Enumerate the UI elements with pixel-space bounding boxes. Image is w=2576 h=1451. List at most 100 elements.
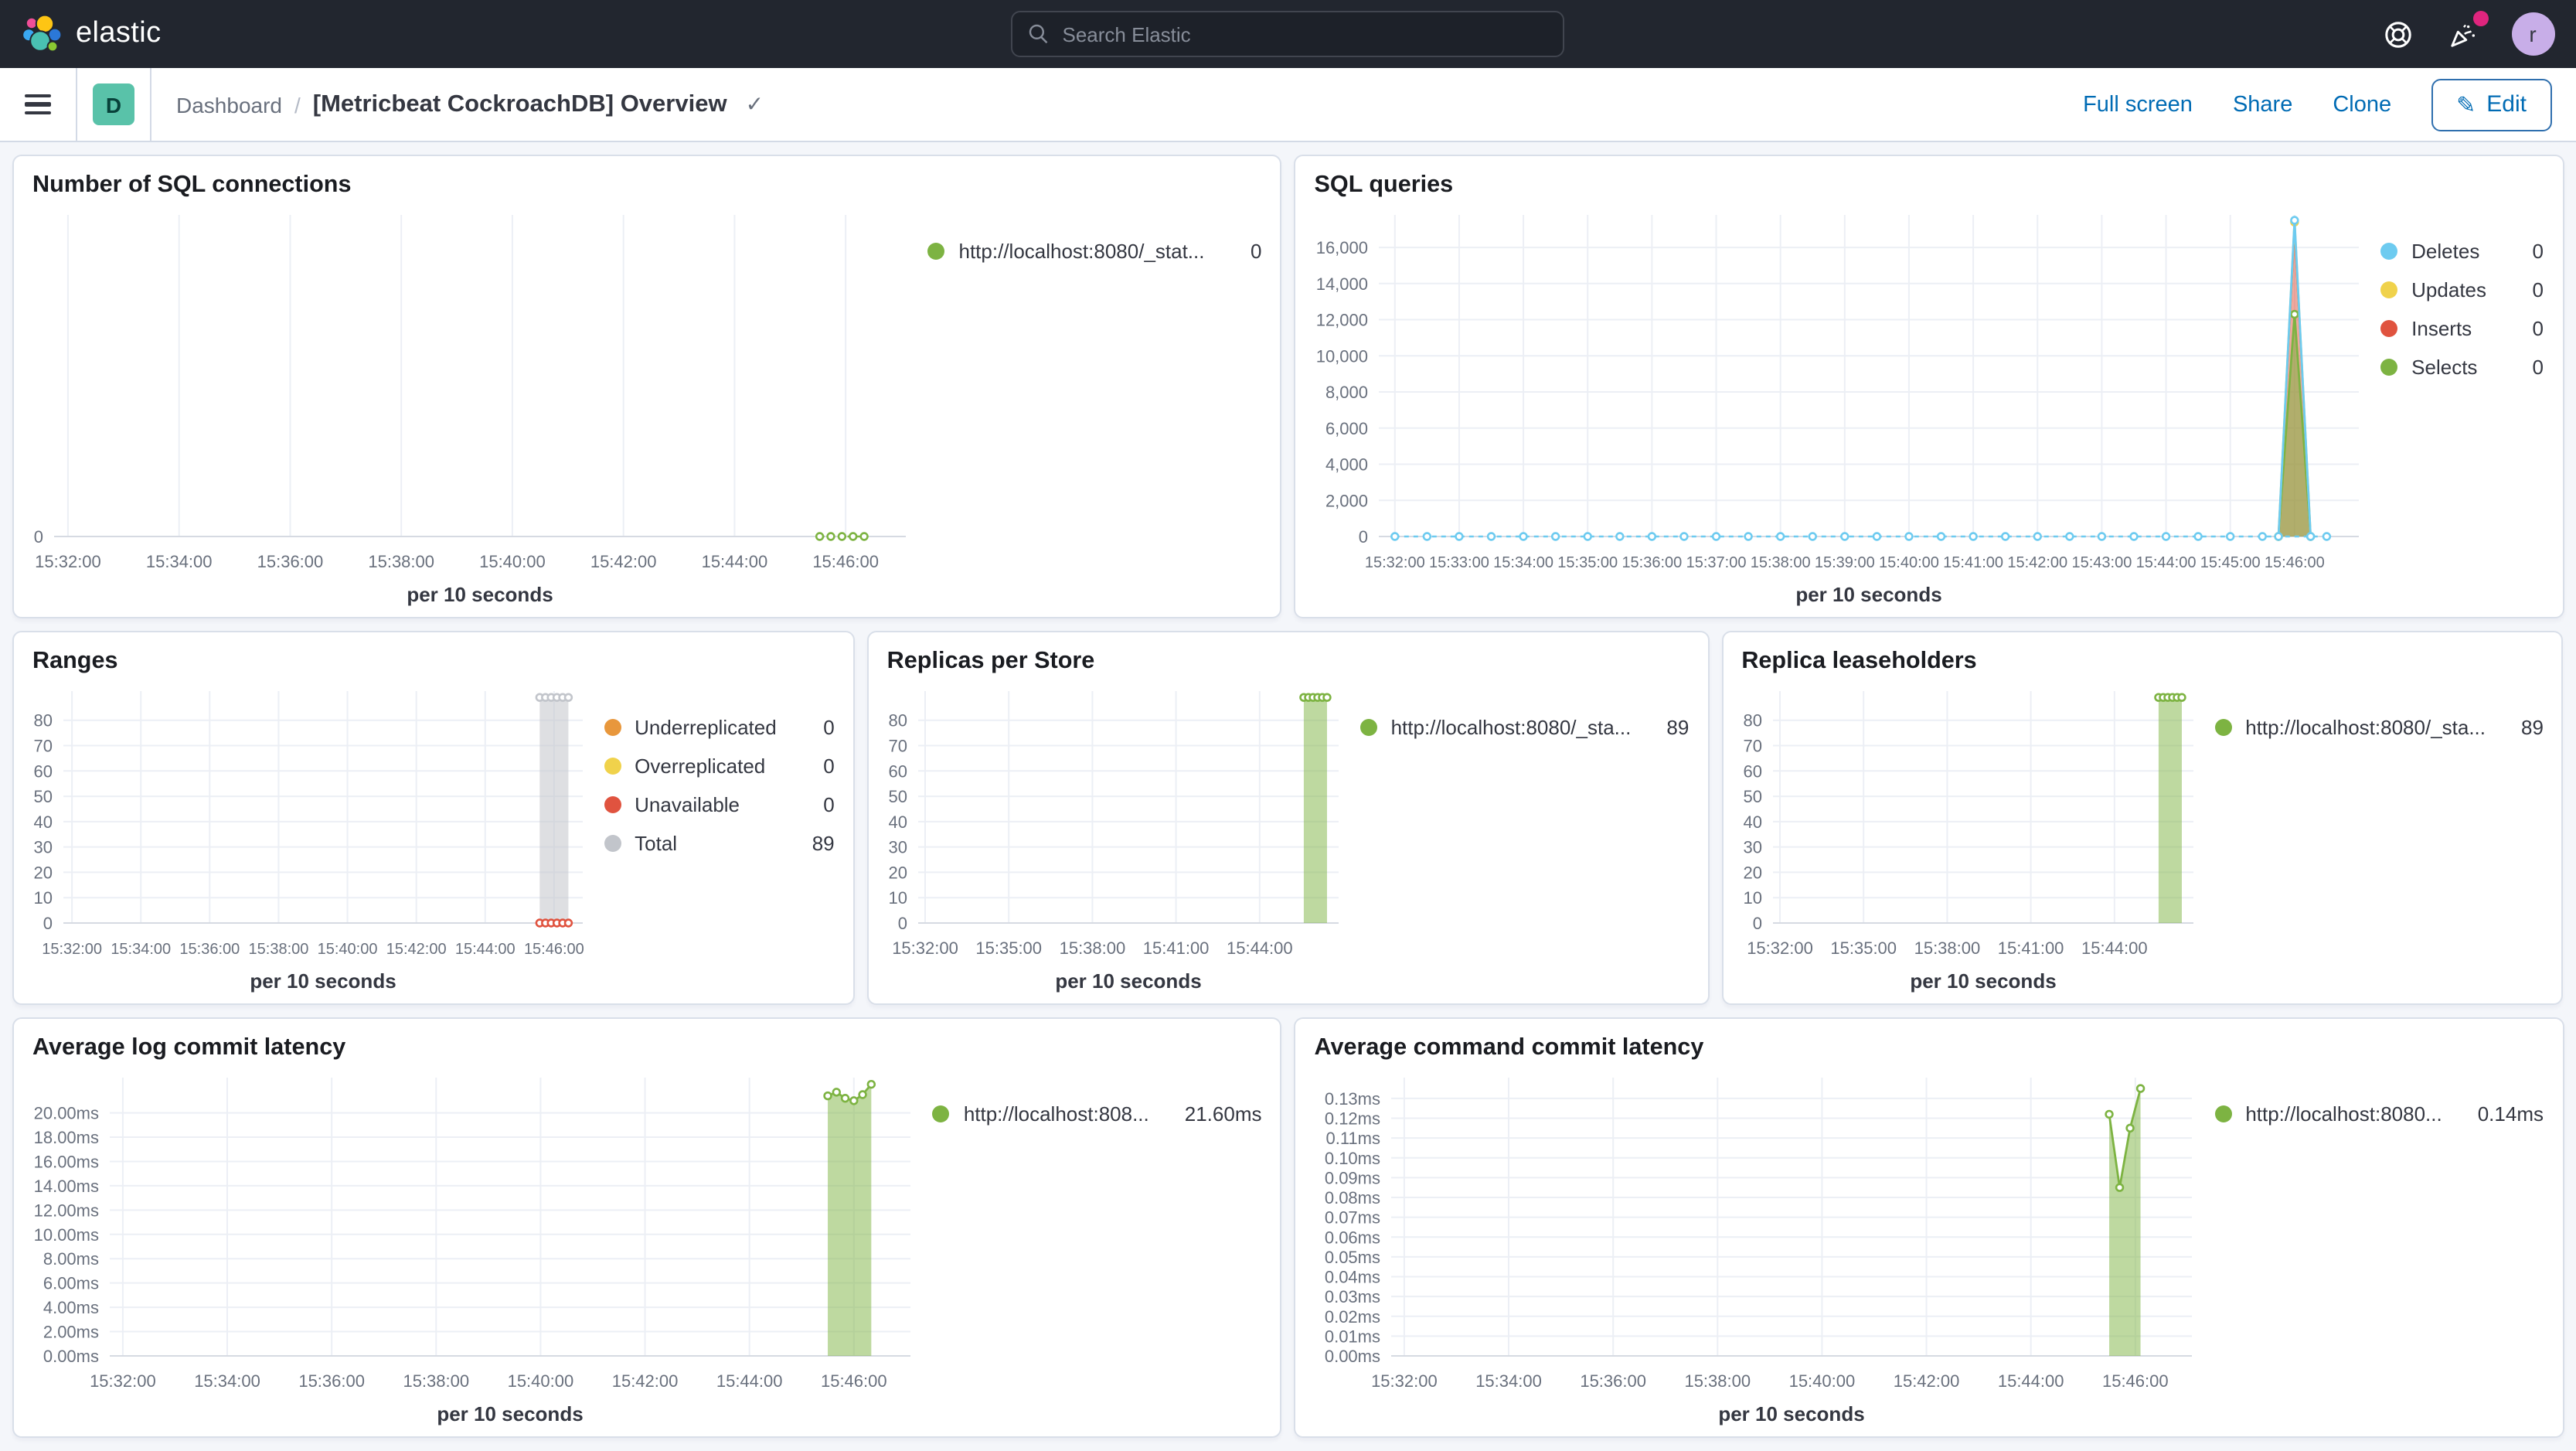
svg-text:15:34:00: 15:34:00 <box>1494 554 1554 571</box>
party-popper-icon <box>2451 23 2476 46</box>
svg-text:15:44:00: 15:44:00 <box>1227 938 1293 958</box>
svg-text:80: 80 <box>34 711 53 731</box>
svg-text:15:36:00: 15:36:00 <box>1581 1371 1647 1391</box>
svg-text:15:46:00: 15:46:00 <box>821 1371 887 1391</box>
panel-replicas-per-store: Replicas per Store 0 10 20 30 40 50 60 70 80 15:3… <box>866 631 1710 1005</box>
help-button[interactable] <box>2381 17 2415 51</box>
svg-text:15:42:00: 15:42:00 <box>1894 1371 1960 1391</box>
share-button[interactable]: Share <box>2232 92 2293 117</box>
svg-text:2.00ms: 2.00ms <box>43 1323 99 1342</box>
svg-text:16,000: 16,000 <box>1316 238 1368 257</box>
panel-title[interactable]: SQL queries <box>1314 172 1454 198</box>
legend-label[interactable]: Selects <box>2411 356 2478 379</box>
chart-log-commit-latency[interactable]: 0.00ms 2.00ms 4.00ms 6.00ms 8.00ms 10.00ms 12.… <box>14 1062 927 1436</box>
chart-command-commit-latency[interactable]: 0.00ms 0.01ms 0.02ms 0.03ms 0.04ms 0.05ms 0.06… <box>1296 1062 2209 1436</box>
legend-value: 0 <box>823 716 835 739</box>
svg-text:15:44:00: 15:44:00 <box>702 552 768 571</box>
svg-text:15:44:00: 15:44:00 <box>1998 1371 2064 1391</box>
svg-text:15:32:00: 15:32:00 <box>42 941 102 958</box>
svg-text:10: 10 <box>888 888 907 908</box>
saved-check-icon: ✓ <box>745 91 764 116</box>
panel-title[interactable]: Average command commit latency <box>1314 1034 1704 1061</box>
global-search[interactable] <box>1011 11 1565 57</box>
legend-dot <box>927 243 945 260</box>
news-feed-button[interactable] <box>2446 11 2488 51</box>
panel-body: 0 10 20 30 40 50 60 70 80 15:32:00 15:35:00 15:38:0… <box>869 676 1708 1003</box>
legend-label[interactable]: Overreplicated <box>635 754 766 778</box>
legend-label[interactable]: Deletes <box>2411 240 2480 263</box>
panel-body: 0.00ms 0.01ms 0.02ms 0.03ms 0.04ms 0.05ms 0.06… <box>1296 1062 2563 1436</box>
legend-label[interactable]: http://localhost:8080/_stat... <box>958 240 1205 263</box>
svg-text:18.00ms: 18.00ms <box>34 1128 99 1147</box>
svg-text:80: 80 <box>1743 711 1761 731</box>
svg-text:4,000: 4,000 <box>1325 455 1368 475</box>
elastic-logo-brand[interactable]: elastic <box>22 14 162 54</box>
menu-hamburger-button[interactable] <box>0 67 76 141</box>
panel-title[interactable]: Ranges <box>32 648 118 674</box>
edit-button[interactable]: ✎ Edit <box>2431 78 2551 131</box>
panel-title[interactable]: Average log commit latency <box>32 1034 346 1061</box>
clone-button[interactable]: Clone <box>2333 92 2392 117</box>
svg-text:50: 50 <box>1743 787 1761 806</box>
legend-dot <box>2214 1105 2232 1122</box>
chart-legend: http://localhost:8080/_sta... 89 <box>1354 676 1708 1003</box>
panel-title[interactable]: Replicas per Store <box>886 648 1095 674</box>
legend-label[interactable]: http://localhost:8080/_sta... <box>1390 716 1632 739</box>
svg-text:15:34:00: 15:34:00 <box>194 1371 260 1391</box>
svg-text:80: 80 <box>888 711 907 731</box>
full-screen-button[interactable]: Full screen <box>2083 92 2193 117</box>
svg-text:12.00ms: 12.00ms <box>34 1201 99 1220</box>
legend-label[interactable]: Underreplicated <box>635 716 777 739</box>
svg-text:15:34:00: 15:34:00 <box>111 941 171 958</box>
panel-title[interactable]: Replica leaseholders <box>1741 648 1977 674</box>
panel-body: 0 10 20 30 40 50 60 70 80 15:32:00 15:34:00 15:36:0… <box>14 676 853 1003</box>
legend-label[interactable]: Unavailable <box>635 793 740 816</box>
svg-text:15:36:00: 15:36:00 <box>179 941 240 958</box>
svg-text:0.07ms: 0.07ms <box>1325 1208 1380 1228</box>
chart-sql-connections[interactable]: 0 15:32:00 15:34:00 15:36:00 15:38:00 15:40:0… <box>14 199 922 617</box>
search-icon <box>1029 24 1048 44</box>
legend-value: 0.14ms <box>2477 1102 2544 1126</box>
legend-label[interactable]: Total <box>635 832 678 855</box>
legend-label[interactable]: http://localhost:808... <box>963 1102 1149 1126</box>
chart-legend: http://localhost:8080/_sta... 89 <box>2208 676 2562 1003</box>
svg-text:15:32:00: 15:32:00 <box>1747 938 1813 958</box>
search-input[interactable] <box>1062 22 1548 46</box>
user-avatar[interactable]: r <box>2511 12 2554 56</box>
svg-text:0.13ms: 0.13ms <box>1325 1089 1380 1109</box>
chart-legend: Deletes 0 Updates 0 Inserts 0 Selects 0 <box>2374 199 2562 617</box>
chart-replicas-per-store[interactable]: 0 10 20 30 40 50 60 70 80 15:32:00 15:35:00 15:38:0… <box>869 676 1354 1003</box>
breadcrumb-dashboard-link[interactable]: Dashboard <box>176 92 282 117</box>
svg-text:15:32:00: 15:32:00 <box>892 938 958 958</box>
svg-text:0.00ms: 0.00ms <box>1325 1347 1380 1366</box>
chart-ranges[interactable]: 0 10 20 30 40 50 60 70 80 15:32:00 15:34:00 15:36:0… <box>14 676 597 1003</box>
svg-text:14,000: 14,000 <box>1316 274 1368 294</box>
legend-label[interactable]: Inserts <box>2411 317 2472 340</box>
svg-text:0.06ms: 0.06ms <box>1325 1228 1380 1247</box>
legend-dot <box>2380 359 2398 376</box>
space-badge-wrap: D <box>77 83 150 125</box>
chart-sql-queries[interactable]: 0 2,000 4,000 6,000 8,000 10,000 12,000 14,000 1… <box>1296 199 2375 617</box>
svg-text:per 10 seconds: per 10 seconds <box>407 583 553 606</box>
svg-text:0: 0 <box>43 914 53 933</box>
dashboard-row-3: Average log commit latency 0.00ms 2.00ms 4… <box>12 1017 2564 1438</box>
svg-text:40: 40 <box>34 812 53 832</box>
legend-dot <box>604 796 621 813</box>
svg-text:15:46:00: 15:46:00 <box>2265 554 2325 571</box>
legend-label[interactable]: http://localhost:8080/_sta... <box>2245 716 2486 739</box>
svg-text:15:36:00: 15:36:00 <box>1622 554 1683 571</box>
dashboard-row-1: Number of SQL connections 0 15:32:00 15:34… <box>12 155 2564 618</box>
svg-text:8,000: 8,000 <box>1325 383 1368 402</box>
svg-text:14.00ms: 14.00ms <box>34 1177 99 1196</box>
panel-title[interactable]: Number of SQL connections <box>32 172 352 198</box>
legend-dot <box>1359 719 1377 736</box>
chart-replica-leaseholders[interactable]: 0 10 20 30 40 50 60 70 80 15:32:00 15:35:00 15:38:0… <box>1723 676 2208 1003</box>
panel-replica-leaseholders: Replica leaseholders 0 10 20 30 40 50 60 70 80 15… <box>1721 631 2564 1005</box>
svg-text:40: 40 <box>888 812 907 832</box>
svg-text:15:34:00: 15:34:00 <box>146 552 213 571</box>
legend-label[interactable]: http://localhost:8080... <box>2245 1102 2442 1126</box>
svg-text:per 10 seconds: per 10 seconds <box>1055 969 1201 993</box>
space-badge[interactable]: D <box>93 83 134 125</box>
svg-text:10: 10 <box>34 888 53 908</box>
legend-label[interactable]: Updates <box>2411 278 2486 301</box>
